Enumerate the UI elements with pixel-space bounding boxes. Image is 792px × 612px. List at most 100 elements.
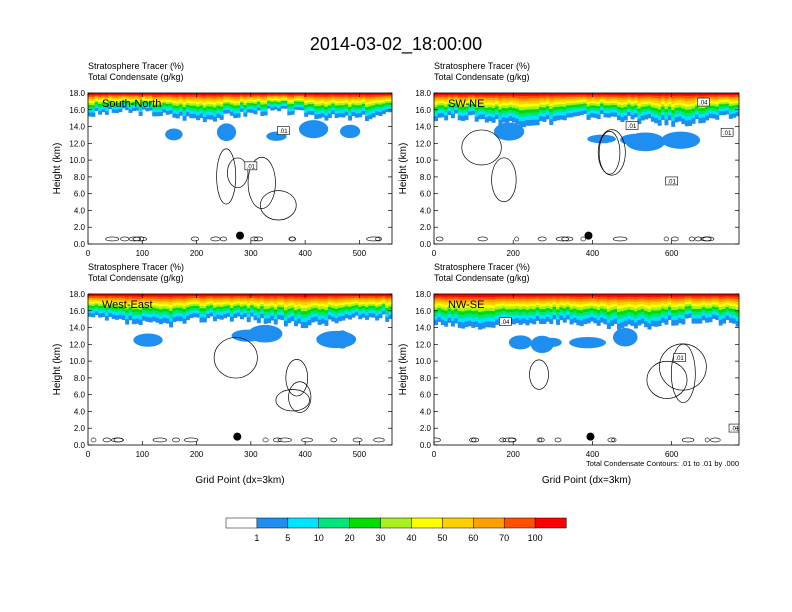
tracer-cell xyxy=(623,103,628,107)
tracer-cell xyxy=(364,297,369,301)
tracer-cell xyxy=(484,321,489,328)
tracer-cell xyxy=(192,297,197,300)
tracer-cell xyxy=(263,318,268,324)
tracer-cell xyxy=(566,98,571,102)
tracer-cell xyxy=(661,313,666,318)
tracer-cell xyxy=(508,301,513,304)
tracer-cell xyxy=(556,99,560,102)
tracer-cell xyxy=(617,314,621,320)
tracer-cell xyxy=(440,306,445,310)
contour-label: .04 xyxy=(501,320,510,326)
tracer-cell xyxy=(545,313,550,317)
tracer-cell xyxy=(253,309,258,313)
tracer-cell xyxy=(351,299,356,302)
tracer-cell xyxy=(566,295,571,299)
tracer-cell xyxy=(478,101,483,104)
tracer-cell xyxy=(613,98,618,101)
tracer-cell xyxy=(579,110,584,116)
tracer-cell xyxy=(549,305,554,310)
tracer-cell xyxy=(603,109,608,114)
tracer-cell xyxy=(148,95,153,98)
tracer-cell xyxy=(532,108,537,113)
tracer-cell xyxy=(572,94,577,97)
tracer-cell xyxy=(691,97,696,101)
tracer-cell xyxy=(128,304,133,308)
tracer-cell xyxy=(583,107,588,111)
tracer-cell xyxy=(364,294,369,297)
condensate-contour xyxy=(216,148,237,205)
tracer-cell xyxy=(671,303,676,308)
tracer-cell xyxy=(684,295,689,299)
tracer-cell xyxy=(277,100,282,103)
tracer-cell xyxy=(364,95,369,98)
panel-header-condensate: Total Condensate (g/kg) xyxy=(434,72,530,82)
tracer-cell xyxy=(361,301,366,304)
tracer-cell xyxy=(620,97,625,101)
tracer-cell xyxy=(617,93,621,96)
tracer-cell xyxy=(233,305,238,309)
tracer-cell xyxy=(708,302,713,306)
tracer-cell xyxy=(131,94,136,97)
tracer-cell xyxy=(522,317,527,324)
tracer-cell xyxy=(246,102,251,105)
tracer-cell xyxy=(388,93,392,95)
tracer-cell xyxy=(559,108,564,112)
tracer-cell xyxy=(491,104,496,108)
tracer-cell xyxy=(528,311,533,315)
tracer-cell xyxy=(189,308,194,312)
tracer-cell xyxy=(461,307,466,312)
tracer-cell xyxy=(478,108,483,112)
tracer-cell xyxy=(495,114,499,120)
tracer-cell xyxy=(240,108,244,112)
tracer-cell xyxy=(91,102,96,106)
panel-header-condensate: Total Condensate (g/kg) xyxy=(434,273,530,283)
tracer-cell xyxy=(324,115,329,121)
condensate-contour xyxy=(461,129,502,166)
tracer-cell xyxy=(260,98,265,101)
tracer-cell xyxy=(732,311,737,315)
tracer-cell xyxy=(348,101,353,105)
tracer-cell xyxy=(337,104,342,108)
tracer-cell xyxy=(155,310,160,315)
tracer-cell xyxy=(307,103,312,107)
tracer-cell xyxy=(708,305,713,309)
tracer-cell xyxy=(199,313,204,318)
tracer-cell xyxy=(118,303,123,307)
tracer-cell xyxy=(212,109,217,114)
tracer-cell xyxy=(579,301,584,305)
tracer-cell xyxy=(148,107,153,111)
tracer-cell xyxy=(552,101,557,105)
tracer-cell xyxy=(732,300,737,304)
tracer-cell xyxy=(142,93,147,95)
tracer-cell xyxy=(148,300,153,304)
tracer-cell xyxy=(471,101,476,105)
tracer-cell xyxy=(209,301,214,304)
tracer-cell xyxy=(556,95,560,98)
x-tick-label: 0 xyxy=(86,450,91,459)
tracer-cell xyxy=(294,93,299,95)
tracer-cell xyxy=(307,98,312,101)
tracer-cell xyxy=(327,94,332,98)
tracer-cell xyxy=(307,296,312,300)
tracer-cell xyxy=(539,314,544,319)
tracer-cell xyxy=(267,311,271,315)
y-tick-label: 2.0 xyxy=(74,223,86,232)
tracer-cell xyxy=(654,316,659,322)
tracer-cell xyxy=(698,117,703,124)
tracer-cell xyxy=(152,102,157,105)
tracer-cell xyxy=(364,302,369,305)
tracer-cell xyxy=(111,104,116,108)
tracer-cell xyxy=(501,93,506,96)
tracer-cell xyxy=(385,97,390,100)
tracer-cell xyxy=(118,108,123,113)
tracer-cell xyxy=(444,313,449,318)
tracer-cell xyxy=(226,97,231,100)
colorbar-label: 100 xyxy=(528,533,543,543)
tracer-cell xyxy=(111,109,116,113)
tracer-cell xyxy=(280,95,285,97)
tracer-cell xyxy=(569,112,574,118)
tracer-cell xyxy=(327,110,332,114)
tracer-cell xyxy=(545,114,550,120)
tracer-cell xyxy=(304,314,309,319)
tracer-cell xyxy=(603,102,608,106)
